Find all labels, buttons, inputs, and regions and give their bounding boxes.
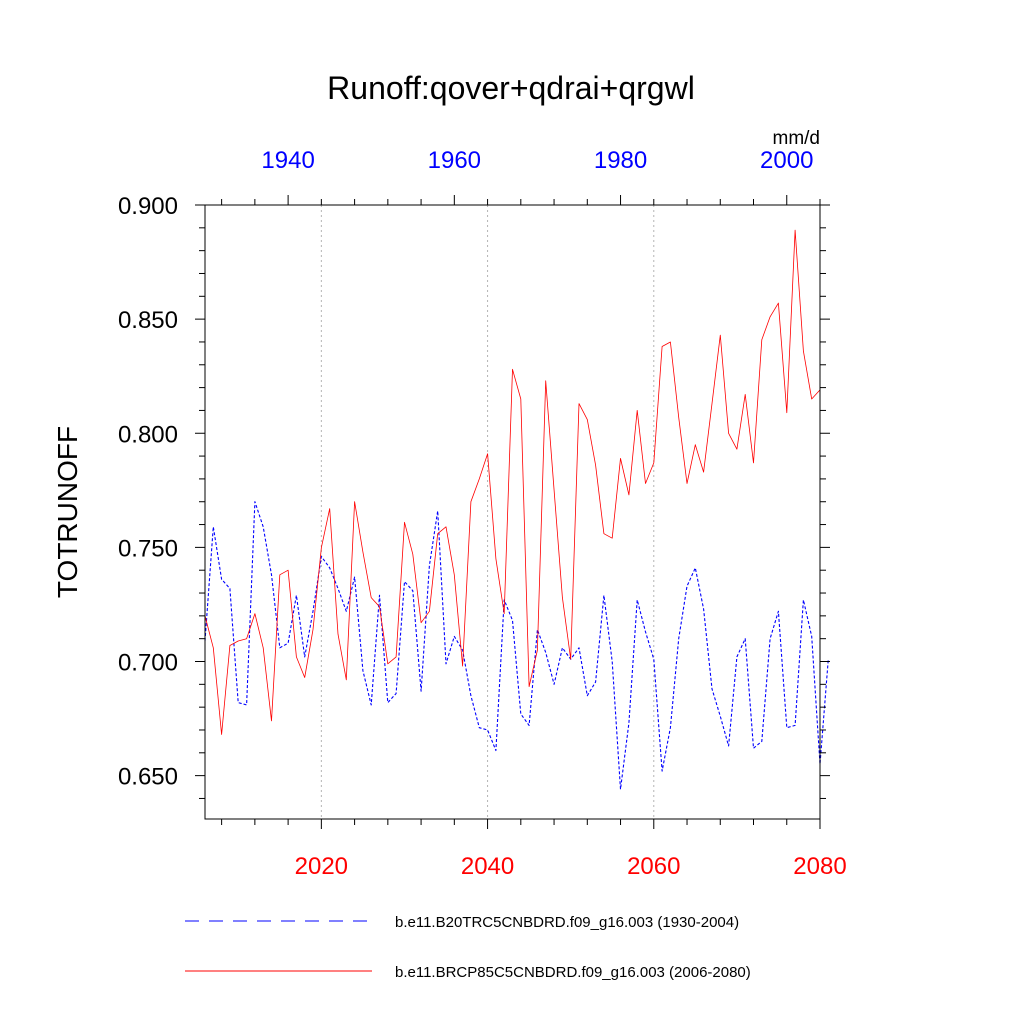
y-tick-label: 0.850 [118, 307, 178, 334]
series-layer [204, 229, 829, 790]
x-top-tick-label: 1940 [261, 147, 314, 174]
grid-lines [320, 205, 655, 819]
y-axis-label: TOTRUNOFF [52, 426, 83, 598]
y-tick-label: 0.750 [118, 535, 178, 562]
axes-layer: 0.650 0.700 0.750 0.800 0.850 0.900 2020 2040 20… [118, 147, 847, 880]
y-tick-label: 0.650 [118, 764, 178, 791]
units-label: mm/d [773, 128, 821, 149]
plot-frame [204, 204, 821, 820]
x-top-tick-label: 2000 [760, 147, 813, 174]
series-line-2 [204, 229, 821, 735]
legend-label-1: b.e11.B20TRC5CNBDRD.f09_g16.003 (1930-20… [395, 914, 739, 931]
series-line-1 [204, 501, 829, 790]
y-tick-label: 0.900 [118, 193, 178, 220]
x-bottom-tick-label: 2020 [295, 853, 348, 880]
x-top-tick-label: 1980 [594, 147, 647, 174]
x-bottom-tick-label: 2040 [461, 853, 514, 880]
x-bottom-tick-label: 2060 [627, 853, 680, 880]
x-top-tick-label: 1960 [428, 147, 481, 174]
y-tick-label: 0.800 [118, 421, 178, 448]
chart-title: Runoff:qover+qdrai+qrgwl [327, 70, 695, 106]
x-bottom-tick-label: 2080 [793, 853, 846, 880]
y-tick-label: 0.700 [118, 650, 178, 677]
legend-label-2: b.e11.BRCP85C5CNBDRD.f09_g16.003 (2006-2… [395, 964, 751, 981]
legend: b.e11.B20TRC5CNBDRD.f09_g16.003 (1930-20… [185, 914, 751, 981]
